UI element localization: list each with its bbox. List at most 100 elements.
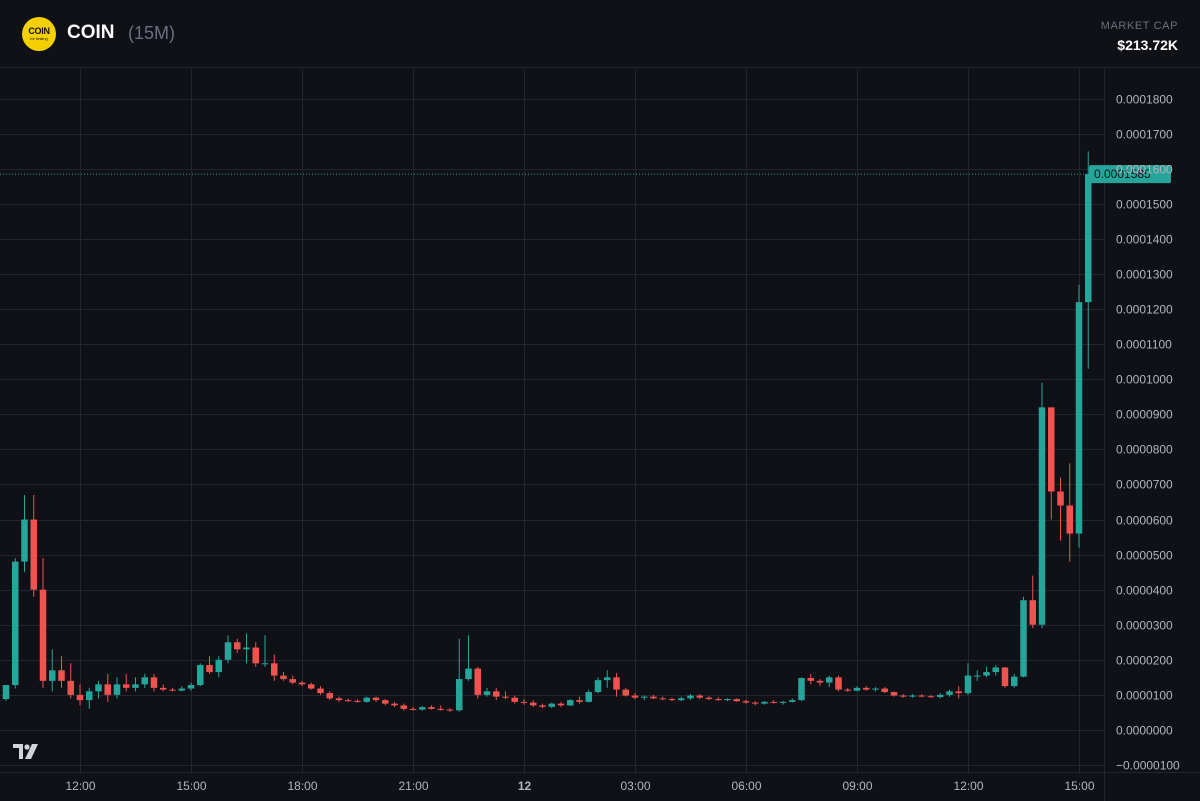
candle-up — [197, 663, 204, 687]
candle-body — [798, 678, 805, 701]
candle-body — [955, 691, 962, 694]
candle-up — [1038, 382, 1046, 629]
time-axis[interactable]: 12:00 15:00 18:00 21:00 12 03:00 06:00 09:00 12:… — [65, 779, 1094, 793]
price-tick-label: 0.0000000 — [1116, 724, 1173, 738]
candle-body — [2, 685, 10, 700]
candle-body — [483, 691, 491, 695]
candle-down — [493, 687, 500, 701]
candle-up — [585, 689, 592, 703]
candle-down — [770, 700, 777, 704]
candle-down — [308, 682, 315, 690]
candle-up — [2, 685, 10, 701]
candle-up — [687, 694, 694, 701]
candle-body — [594, 680, 602, 693]
candle-body — [668, 699, 676, 701]
price-tick-label: 0.0001800 — [1116, 93, 1173, 107]
candle-down — [955, 686, 962, 699]
candlestick-chart[interactable]: 0.0001585 0.00018000.00017000.00016000.0… — [0, 68, 1200, 801]
candle-body — [1075, 302, 1083, 534]
candle-body — [234, 642, 241, 650]
candle-down — [160, 684, 167, 692]
candle-down — [539, 703, 546, 709]
candle-up — [779, 700, 787, 705]
price-axis[interactable]: 0.0001800 0.0001700 0.0001600 0.0001500 0.00… — [1116, 93, 1180, 773]
candle-down — [835, 675, 842, 692]
candle-body — [446, 709, 454, 711]
candle-body — [123, 684, 130, 688]
candle-up — [187, 682, 195, 691]
symbol-name: COIN — [67, 22, 115, 43]
candle-down — [1001, 666, 1009, 688]
candle-down — [631, 693, 639, 700]
price-tick-label: 0.0001200 — [1116, 303, 1173, 317]
candle-down — [1048, 407, 1055, 520]
candle-down — [104, 673, 111, 702]
candle-body — [964, 675, 972, 694]
candle-down — [622, 687, 629, 697]
candle-body — [372, 697, 380, 701]
candle-up — [761, 701, 768, 705]
candle-up — [363, 696, 370, 703]
candle-body — [271, 663, 278, 676]
candle-body — [789, 700, 796, 702]
candle-down — [557, 701, 565, 708]
time-tick-label: 12:00 — [953, 779, 983, 793]
candle-body — [622, 689, 629, 696]
candle-body — [613, 677, 620, 690]
candle-up — [964, 663, 972, 695]
candle-down — [58, 656, 65, 688]
candle-up — [992, 665, 999, 676]
market-cap-value: $213.72K — [1117, 37, 1178, 53]
candle-down — [76, 684, 84, 706]
interval-label: (15M) — [128, 23, 176, 43]
candle-down — [530, 700, 537, 708]
candles — [2, 151, 1092, 712]
price-tick-label: 0.0001600 — [1116, 163, 1173, 177]
candle-up — [641, 695, 648, 701]
candle-body — [742, 701, 750, 703]
candle-body — [853, 687, 861, 691]
candle-body — [298, 682, 306, 685]
candle-body — [1029, 600, 1036, 625]
candle-down — [67, 663, 74, 699]
candle-body — [400, 705, 407, 709]
candle-up — [604, 670, 611, 688]
candle-up — [937, 693, 944, 699]
candle-down — [1029, 575, 1036, 629]
candle-down — [502, 691, 509, 700]
candle-body — [983, 672, 990, 676]
candle-body — [585, 692, 592, 702]
candle-body — [918, 695, 925, 697]
candle-body — [141, 677, 148, 685]
tradingview-icon[interactable] — [12, 742, 44, 762]
candle-body — [539, 705, 546, 707]
candle-down — [39, 558, 47, 688]
candle-down — [668, 697, 676, 702]
candle-down — [437, 705, 444, 711]
price-tick-label: 0.0000800 — [1116, 443, 1173, 457]
candle-down — [918, 694, 925, 698]
candle-up — [1085, 151, 1092, 369]
candle-body — [428, 707, 435, 709]
candle-down — [252, 642, 259, 667]
candle-body — [160, 687, 167, 690]
candle-body — [317, 688, 324, 694]
candle-up — [465, 635, 472, 681]
candle-body — [1011, 676, 1018, 687]
candle-body — [900, 695, 907, 697]
candle-up — [419, 706, 426, 711]
candle-up — [95, 680, 102, 699]
candle-body — [872, 688, 879, 690]
candle-body — [530, 702, 537, 706]
candle-body — [807, 678, 814, 681]
candle-body — [705, 697, 713, 700]
candle-body — [104, 684, 111, 695]
price-overlay: 0.0001585 — [0, 165, 1171, 184]
candle-body — [604, 677, 611, 681]
candle-body — [49, 670, 56, 681]
candle-body — [696, 695, 703, 698]
candle-up — [132, 677, 139, 692]
candle-body — [641, 696, 648, 698]
candle-body — [946, 691, 953, 695]
candle-up — [724, 698, 731, 702]
